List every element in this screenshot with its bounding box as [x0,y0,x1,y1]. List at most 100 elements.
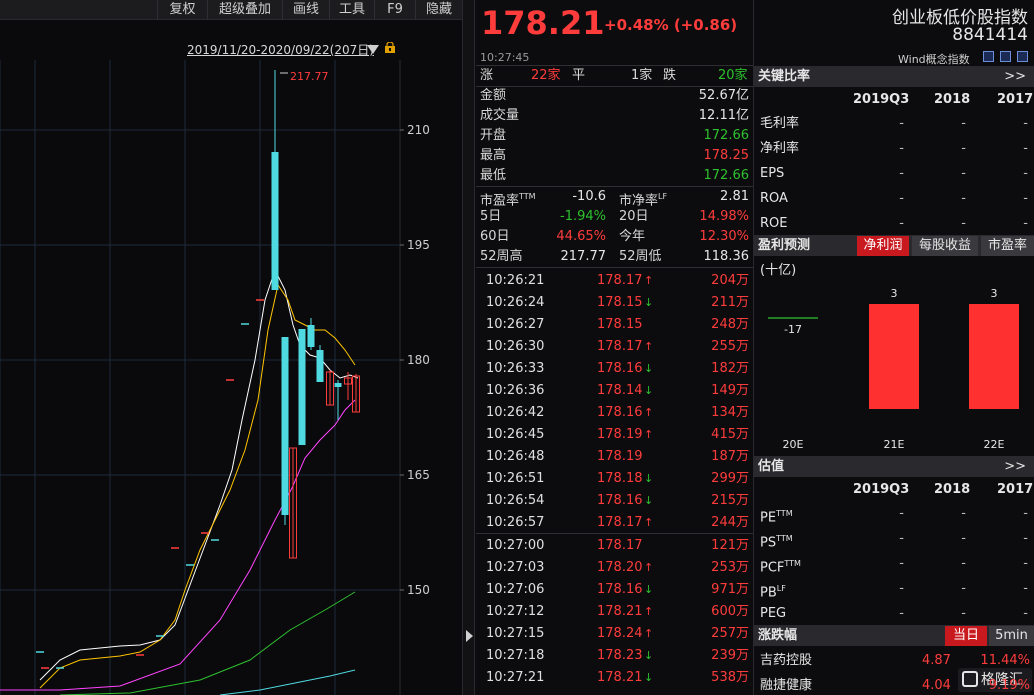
index-code: 8841414 [952,25,1028,45]
y-axis-ticks: 210 195 180 165 150 [400,123,430,597]
tab-eps[interactable]: 每股收益 [912,236,978,256]
tab-today[interactable]: 当日 [945,626,987,646]
tick-time: 10:27:12 [486,604,545,619]
lock-icon[interactable] [385,42,395,53]
flat-label: 平 [572,68,586,83]
tab-5min[interactable]: 5min [989,626,1034,646]
metric-value: - [899,556,904,571]
range-dropdown-icon[interactable] [367,45,379,54]
ma10-line [39,283,356,689]
up-arrow-icon: ↑ [644,627,654,640]
tick-row: 10:26:33 178.16 ↓ 182万 [476,358,753,380]
y-tick-label: 210 [407,123,430,137]
mobile-icon[interactable] [1000,51,1011,62]
metric-value: - [1023,531,1028,546]
y-tick-label: 180 [407,353,430,367]
tick-volume: 248万 [711,317,749,332]
metric-value: - [899,506,904,521]
stat-value: -1.94% [560,209,606,224]
tick-price: 178.21 [597,670,643,685]
metric-value: - [1023,116,1028,131]
tick-volume: 211万 [711,295,749,310]
watermark: 格隆汇 [958,668,1032,692]
ma120-line [219,669,356,695]
stat-value: 12.30% [699,229,749,244]
collapse-panel-icon[interactable] [466,630,473,642]
key-ratio-row: EPS - - - [754,161,1034,186]
tick-row: 10:27:12 178.21 ↑ 600万 [476,601,753,623]
tick-price: 178.17 [597,339,643,354]
quote-row: 金额 52.67亿 [476,86,753,106]
mover-pct: 11.44% [980,653,1030,668]
down-arrow-icon: ↓ [644,384,654,397]
metric-value: - [1023,191,1028,206]
down-arrow-icon: ↓ [644,671,654,684]
add-icon[interactable] [1017,51,1028,62]
edit-icon[interactable] [983,51,994,62]
metric-value: - [961,581,966,596]
super-overlay-button[interactable]: 超级叠加 [207,0,282,20]
tick-time: 10:26:51 [486,471,545,486]
draw-line-button[interactable]: 画线 [282,0,329,20]
candles [36,70,360,669]
tick-price: 178.16 [597,582,643,597]
quote-row: 最高 178.25 [476,146,753,166]
tick-time: 10:26:48 [486,449,545,464]
quote-value: 52.67亿 [698,88,749,103]
quote-time: 10:27:45 [480,51,530,64]
valuation-more-button[interactable]: >> [1004,459,1026,474]
quote-value: 172.66 [703,168,750,183]
down-arrow-icon: ↓ [644,649,654,662]
valuation-row: PETTM - - - [754,501,1034,526]
metric-value: - [961,166,966,181]
stat-value: 217.77 [560,249,607,264]
panel-divider[interactable] [462,0,475,695]
tick-price: 178.17 [597,538,643,553]
forecast-bar-label: 3 [991,287,998,300]
forecast-title: 盈利预测 [758,238,811,253]
quote-row: 最低 172.66 [476,166,753,186]
tick-volume: 204万 [711,273,749,288]
flat-count: 1家 [631,68,653,83]
mover-price: 4.87 [922,653,951,668]
stat-label: 52周低 [619,249,662,264]
date-range-label[interactable]: 2019/11/20-2020/09/22(207日) [187,43,374,57]
metric-value: - [899,166,904,181]
tick-price: 178.19 [597,449,643,464]
tab-net-profit[interactable]: 净利润 [857,236,909,256]
tick-time: 10:27:18 [486,648,545,663]
y-tick-label: 195 [407,238,430,252]
key-ratios-more-button[interactable]: >> [1004,69,1026,84]
fuquan-button[interactable]: 复权 [157,0,207,20]
tick-volume: 415万 [711,427,749,442]
tick-price: 178.21 [597,604,643,619]
metric-value: - [899,216,904,231]
divider [476,267,753,268]
tick-price: 178.20 [597,560,643,575]
metric-value: - [899,531,904,546]
tick-row: 10:27:06 178.16 ↓ 971万 [476,579,753,601]
candle-body [316,350,324,382]
key-ratio-row: 净利率 - - - [754,136,1034,161]
tick-volume: 244万 [711,515,749,530]
f9-button[interactable]: F9 [374,0,415,20]
tools-button[interactable]: 工具 [329,0,374,20]
kline-chart[interactable]: 217.77 210 195 180 165 150 [0,0,462,695]
tick-price: 178.16 [597,405,643,420]
tab-pe[interactable]: 市盈率 [981,236,1034,256]
col-header: 2017 [997,482,1034,497]
col-header: 2018 [934,92,971,107]
kline-chart-pane[interactable] [0,0,462,695]
mover-row[interactable]: 融捷健康 4.04 9.19% [754,673,1034,695]
mover-row[interactable]: 吉药控股 4.87 11.44% [754,648,1034,673]
last-price: 178.21 [481,4,605,42]
stat-label: 60日 [480,229,510,244]
stat-value: 2.81 [720,189,749,204]
col-header: 2018 [934,482,971,497]
valuation-row: PEG - - - [754,601,1034,626]
metric-value: - [899,191,904,206]
hide-button[interactable]: 隐藏 [415,0,462,20]
metric-value: - [961,556,966,571]
candle-body [307,325,315,347]
quote-value: 178.25 [703,148,750,163]
